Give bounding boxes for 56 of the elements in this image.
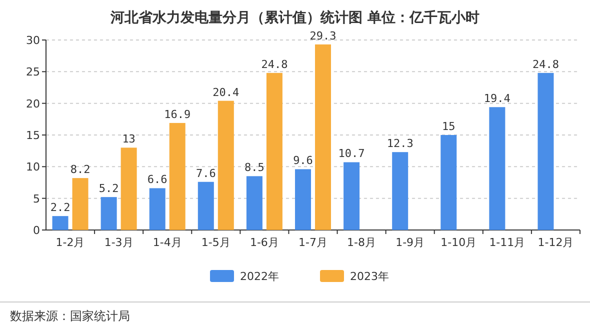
bar: [266, 72, 282, 230]
x-tick-label: 1-3月: [104, 236, 134, 249]
data-label: 10.7: [338, 147, 365, 160]
x-tick-label: 1-9月: [396, 236, 425, 249]
bar: [489, 107, 506, 230]
bar: [392, 152, 408, 230]
data-label: 24.8: [532, 58, 559, 71]
y-tick-label: 25: [26, 66, 40, 79]
data-label: 24.8: [261, 58, 288, 71]
x-tick-label: 1-7月: [298, 236, 328, 249]
x-tick-label: 1-6月: [250, 236, 279, 249]
x-tick-label: 1-5月: [201, 236, 230, 249]
data-label: 7.6: [196, 166, 216, 180]
y-tick-label: 15: [26, 129, 40, 142]
bar: [295, 169, 311, 230]
data-label: 6.6: [147, 173, 168, 186]
data-label: 20.4: [212, 86, 240, 99]
x-tick-label: 1-11月: [489, 236, 526, 249]
bar: [315, 44, 331, 230]
bar: [100, 197, 117, 230]
bar: [218, 100, 234, 230]
data-label: 19.4: [484, 92, 511, 106]
chart-title: 河北省水力发电量分月（累计值）统计图 单位：亿千瓦小时: [110, 9, 480, 26]
data-label: 29.3: [310, 29, 336, 42]
y-tick-label: 20: [26, 97, 40, 110]
y-tick-label: 30: [26, 34, 40, 47]
data-label: 9.6: [293, 154, 313, 168]
x-tick-label: 1-4月: [152, 236, 182, 249]
data-label: 15: [442, 120, 456, 133]
bar: [344, 162, 360, 230]
bar: [72, 178, 88, 230]
y-tick-label: 0: [33, 224, 40, 237]
bar: [52, 216, 68, 230]
data-label: 2.2: [50, 201, 70, 214]
bar: [198, 182, 214, 230]
data-label: 5.2: [98, 182, 119, 196]
data-label: 12.3: [386, 137, 414, 150]
x-tick-label: 1-2月: [56, 236, 85, 249]
y-tick-label: 10: [26, 160, 40, 174]
bar: [169, 122, 186, 230]
x-tick-label: 1-8月: [347, 236, 376, 249]
bar: [120, 148, 137, 230]
x-tick-label: 1-10月: [440, 236, 477, 249]
bar: [246, 176, 262, 230]
data-label: 8.2: [70, 163, 90, 176]
source-note: 数据来源：国家统计局: [10, 309, 130, 323]
data-label: 16.9: [164, 108, 191, 121]
x-tick-label: 1-12月: [538, 236, 574, 249]
legend-label: 2022年: [240, 270, 279, 283]
bar: [440, 135, 457, 230]
data-label: 13: [122, 132, 136, 146]
legend-label: 2023年: [350, 270, 389, 283]
data-label: 8.5: [244, 161, 264, 174]
y-tick-label: 5: [33, 192, 40, 206]
bar: [149, 188, 166, 230]
bar: [538, 72, 554, 230]
